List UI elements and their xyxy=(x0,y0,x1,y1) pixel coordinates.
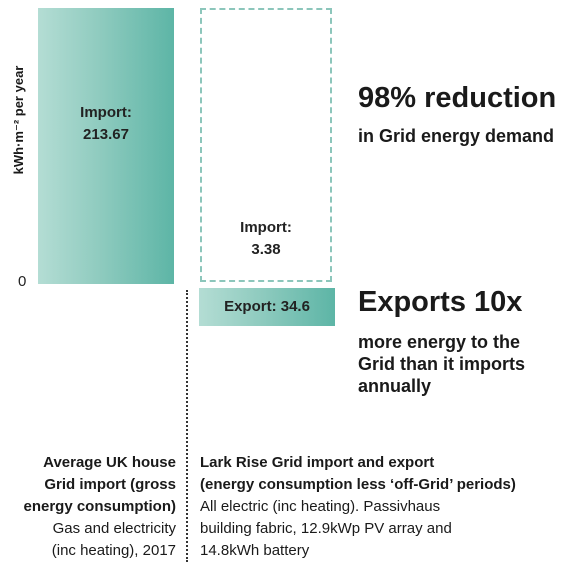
y-tick-zero: 0 xyxy=(18,273,27,290)
caption-lark-bold-line: (energy consumption less ‘off-Grid’ peri… xyxy=(200,476,516,493)
caption-lark-line: All electric (inc heating). Passivhaus xyxy=(200,498,441,515)
exports-sub-line: more energy to the xyxy=(358,332,521,352)
caption-lark-line: 14.8kWh battery xyxy=(200,542,310,559)
exports-headline: Exports 10x xyxy=(358,286,523,318)
dotted-divider xyxy=(186,290,188,562)
bar-uk-import xyxy=(38,8,174,284)
caption-lark-bold-line: Lark Rise Grid import and export xyxy=(200,454,435,471)
lark-import-label-name: Import: xyxy=(240,219,292,236)
exports-subtext: more energy to the Grid than it imports … xyxy=(358,331,568,397)
lark-import-label-value: 3.38 xyxy=(251,241,281,258)
caption-uk-line: (inc heating), 2017 xyxy=(51,542,176,559)
bar-lark-export xyxy=(199,288,335,326)
caption-uk-bold-line: energy consumption) xyxy=(23,498,176,515)
reduction-subtext: in Grid energy demand xyxy=(358,126,555,146)
caption-uk-line: Gas and electricity xyxy=(52,520,176,537)
reduction-headline: 98% reduction xyxy=(358,82,557,114)
lark-import-label: Import: 3.38 xyxy=(200,217,332,261)
lark-export-label: Export: 34.6 xyxy=(224,298,310,315)
uk-import-label: Import: 213.67 xyxy=(38,102,174,146)
caption-uk-bold-line: Average UK house xyxy=(43,454,176,471)
y-axis-label: kWh·m⁻² per year xyxy=(11,65,26,175)
caption-lark-rise: Lark Rise Grid import and export (energy… xyxy=(200,452,572,562)
caption-uk-bold-line: Grid import (gross xyxy=(44,476,176,493)
uk-import-label-name: Import: xyxy=(80,104,132,121)
caption-uk: Average UK house Grid import (gross ener… xyxy=(4,452,176,562)
uk-import-label-value: 213.67 xyxy=(83,126,129,143)
exports-sub-line: annually xyxy=(358,376,432,396)
caption-lark-line: building fabric, 12.9kWp PV array and xyxy=(200,520,452,537)
exports-sub-line: Grid than it imports xyxy=(358,354,526,374)
bar-lark-import-outline xyxy=(200,8,332,282)
